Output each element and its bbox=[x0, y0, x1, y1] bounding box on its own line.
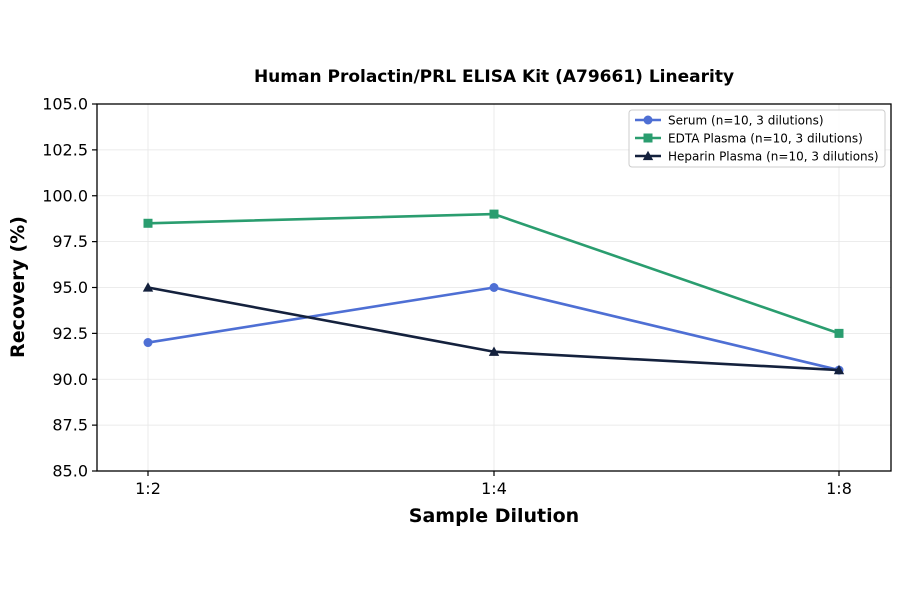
legend-label: EDTA Plasma (n=10, 3 dilutions) bbox=[668, 132, 863, 146]
data-point bbox=[833, 364, 845, 375]
y-tick-label: 100.0 bbox=[42, 186, 88, 205]
x-axis-label: Sample Dilution bbox=[409, 505, 579, 527]
y-tick-label: 95.0 bbox=[52, 278, 88, 297]
y-tick-label: 102.5 bbox=[42, 140, 88, 159]
data-point bbox=[143, 338, 153, 348]
y-tick-label: 105.0 bbox=[42, 95, 88, 114]
legend: Serum (n=10, 3 dilutions) EDTA Plasma (n=… bbox=[628, 109, 886, 168]
legend-swatch-marker bbox=[642, 150, 654, 161]
chart-title: Human Prolactin/PRL ELISA Kit (A79661) L… bbox=[254, 67, 734, 87]
data-point bbox=[489, 209, 499, 219]
y-axis: 85.0 87.5 90.0 92.5 95.0 97.5 100.0 102.5 105.0 bbox=[42, 95, 97, 481]
data-point bbox=[142, 282, 154, 292]
x-axis: 1:2 1:4 1:8 bbox=[135, 471, 852, 498]
legend-label: Heparin Plasma (n=10, 3 dilutions) bbox=[668, 150, 879, 164]
data-point bbox=[488, 346, 500, 356]
series-layer bbox=[142, 209, 845, 375]
legend-item: EDTA Plasma (n=10, 3 dilutions) bbox=[635, 132, 863, 146]
legend-label: Serum (n=10, 3 dilutions) bbox=[668, 114, 824, 128]
series-3 bbox=[142, 282, 845, 375]
y-tick-label: 90.0 bbox=[52, 370, 88, 389]
y-tick-label: 92.5 bbox=[52, 324, 88, 343]
y-tick-label: 87.5 bbox=[52, 416, 88, 435]
x-tick-label: 1:8 bbox=[826, 479, 852, 498]
series-2 bbox=[143, 209, 844, 338]
data-point bbox=[489, 283, 499, 292]
data-point bbox=[143, 218, 153, 228]
legend-item: Serum (n=10, 3 dilutions) bbox=[635, 114, 824, 128]
legend-swatch-marker bbox=[643, 133, 653, 143]
x-tick-label: 1:4 bbox=[481, 479, 507, 498]
y-tick-label: 97.5 bbox=[52, 232, 88, 251]
legend-swatch-marker bbox=[643, 115, 653, 125]
data-point bbox=[834, 328, 844, 338]
x-tick-label: 1:2 bbox=[135, 479, 161, 498]
legend-box bbox=[628, 109, 886, 168]
y-tick-label: 85.0 bbox=[52, 462, 88, 481]
legend-item: Heparin Plasma (n=10, 3 dilutions) bbox=[635, 150, 879, 164]
y-axis-label: Recovery (%) bbox=[7, 216, 29, 358]
